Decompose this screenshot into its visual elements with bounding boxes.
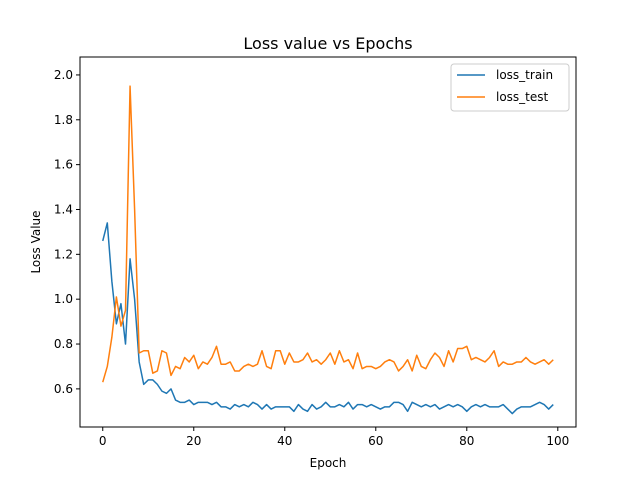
y-tick-label: 0.6 [54,382,73,396]
x-tick-label: 60 [368,434,383,448]
chart-title: Loss value vs Epochs [243,34,412,53]
y-tick-label: 2.0 [54,68,73,82]
y-tick-label: 1.4 [54,202,73,216]
y-tick-label: 1.6 [54,158,73,172]
x-tick-label: 100 [546,434,569,448]
y-axis-label: Loss Value [29,210,43,273]
legend: loss_train loss_test [450,63,570,112]
y-tick-label: 0.8 [54,337,73,351]
x-tick-label: 80 [459,434,474,448]
series-line-loss-train [102,222,554,415]
x-axis-label: Epoch [310,456,347,470]
x-tick-label: 20 [186,434,201,448]
series-line-loss-test [102,85,554,383]
y-tick-label: 1.8 [54,113,73,127]
legend-label-loss-test: loss_test [496,90,549,104]
axes-frame [79,56,577,428]
x-tick-label: 40 [277,434,292,448]
y-axis-ticks: 0.6 0.8 1.0 1.2 1.4 1.6 1.8 2.0 [54,68,80,396]
y-tick-label: 1.2 [54,247,73,261]
plot-area [79,56,577,428]
y-tick-label: 1.0 [54,292,73,306]
series-lines [102,85,554,415]
x-tick-label: 0 [99,434,107,448]
legend-label-loss-train: loss_train [496,68,553,82]
x-axis-ticks: 0 20 40 60 80 100 [99,427,569,448]
